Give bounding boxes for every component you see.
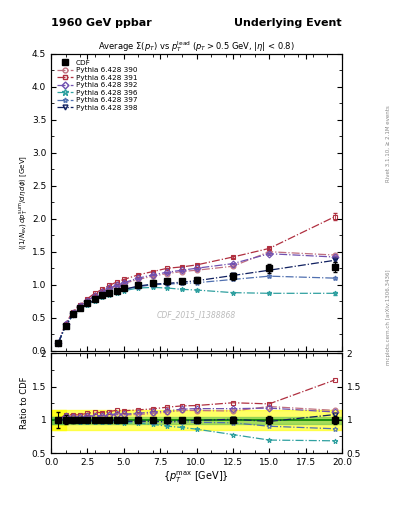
Text: mcplots.cern.ch [arXiv:1306.3436]: mcplots.cern.ch [arXiv:1306.3436] (386, 270, 391, 365)
Legend: CDF, Pythia 6.428 390, Pythia 6.428 391, Pythia 6.428 392, Pythia 6.428 396, Pyt: CDF, Pythia 6.428 390, Pythia 6.428 391,… (55, 57, 139, 113)
Y-axis label: Ratio to CDF: Ratio to CDF (20, 377, 29, 430)
Bar (51, 410, 342, 430)
Text: Rivet 3.1.10, ≥ 2.1M events: Rivet 3.1.10, ≥ 2.1M events (386, 105, 391, 182)
Title: Average $\Sigma(p_T)$ vs $p_T^\mathsf{lead}$ ($p_T > 0.5$ GeV, $|\eta|$ < 0.8): Average $\Sigma(p_T)$ vs $p_T^\mathsf{le… (98, 39, 295, 54)
Text: CDF_2015_I1388868: CDF_2015_I1388868 (157, 311, 236, 319)
Text: 1960 GeV ppbar: 1960 GeV ppbar (51, 18, 152, 28)
Text: Underlying Event: Underlying Event (234, 18, 342, 28)
Bar (51, 417, 342, 424)
Y-axis label: $\langle(1/N_\mathrm{ev})\,dp_T^\mathrm{sum}/d\eta\,d\phi\rangle$ [GeV]: $\langle(1/N_\mathrm{ev})\,dp_T^\mathrm{… (17, 155, 29, 250)
X-axis label: $\{p_T^{\mathrm{max}}$ [GeV]$\}$: $\{p_T^{\mathrm{max}}$ [GeV]$\}$ (163, 470, 230, 485)
